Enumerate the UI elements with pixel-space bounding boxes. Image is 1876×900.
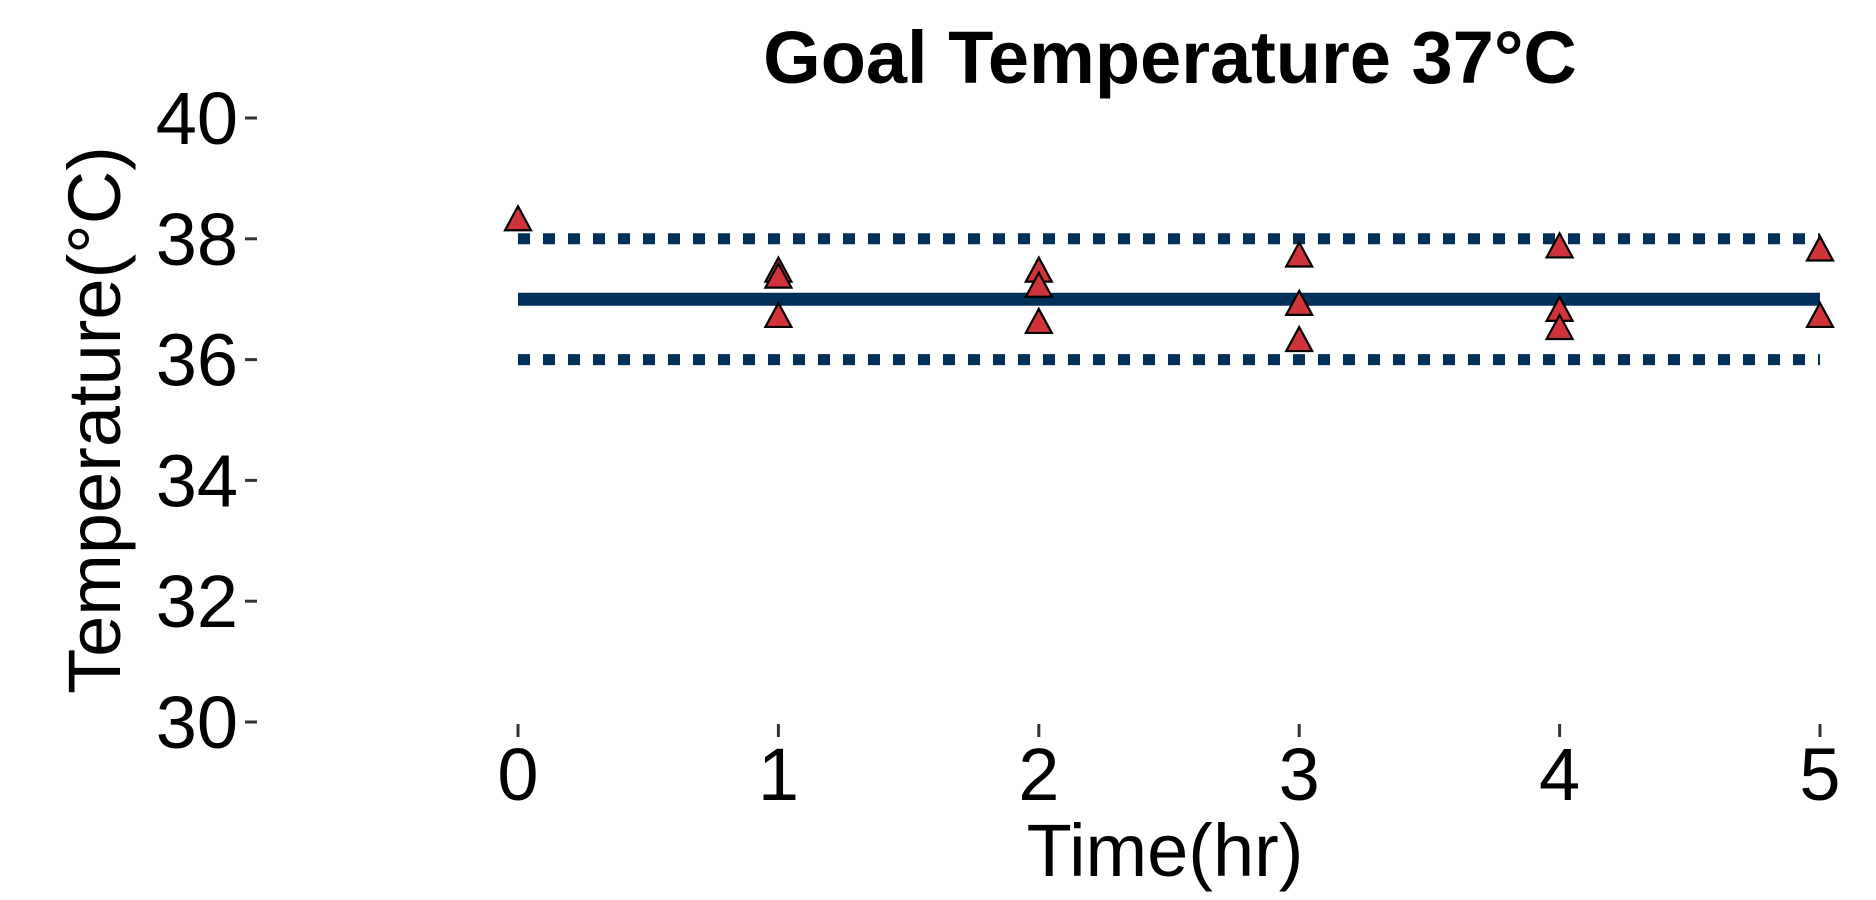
y-tick-label: 34 — [156, 439, 238, 522]
y-tick-label: 40 — [156, 77, 238, 160]
chart-title: Goal Temperature 37°C — [763, 16, 1577, 99]
data-point — [1284, 324, 1315, 353]
x-tick-label: 0 — [497, 733, 538, 816]
data-point — [763, 300, 794, 329]
y-tick-label: 30 — [156, 681, 238, 764]
data-point — [763, 261, 794, 289]
reference-lines — [518, 233, 1820, 366]
x-axis-label: Time(hr) — [1027, 809, 1304, 892]
data-points — [503, 203, 1835, 353]
data-point — [1544, 312, 1575, 341]
x-tick-label: 5 — [1799, 733, 1840, 816]
x-tick-label: 4 — [1539, 733, 1580, 816]
y-axis-label: Temperature(°C) — [53, 146, 136, 694]
data-point — [1805, 234, 1835, 262]
data-point — [1023, 270, 1054, 298]
x-tick-label: 1 — [758, 733, 799, 816]
data-point — [1284, 240, 1315, 268]
y-axis-ticks: 30 32 34 36 38 40 — [156, 77, 257, 764]
data-point — [1805, 300, 1835, 329]
data-point — [1544, 231, 1575, 259]
x-tick-label: 3 — [1279, 733, 1320, 816]
data-point — [503, 203, 533, 232]
data-point — [1023, 306, 1054, 335]
y-tick-label: 38 — [156, 198, 238, 281]
y-tick-label: 32 — [156, 560, 238, 643]
y-tick-label: 36 — [156, 319, 238, 402]
x-axis-ticks: 0 1 2 3 4 5 — [497, 724, 1841, 816]
x-tick-label: 2 — [1018, 733, 1059, 816]
data-point — [1284, 288, 1315, 316]
